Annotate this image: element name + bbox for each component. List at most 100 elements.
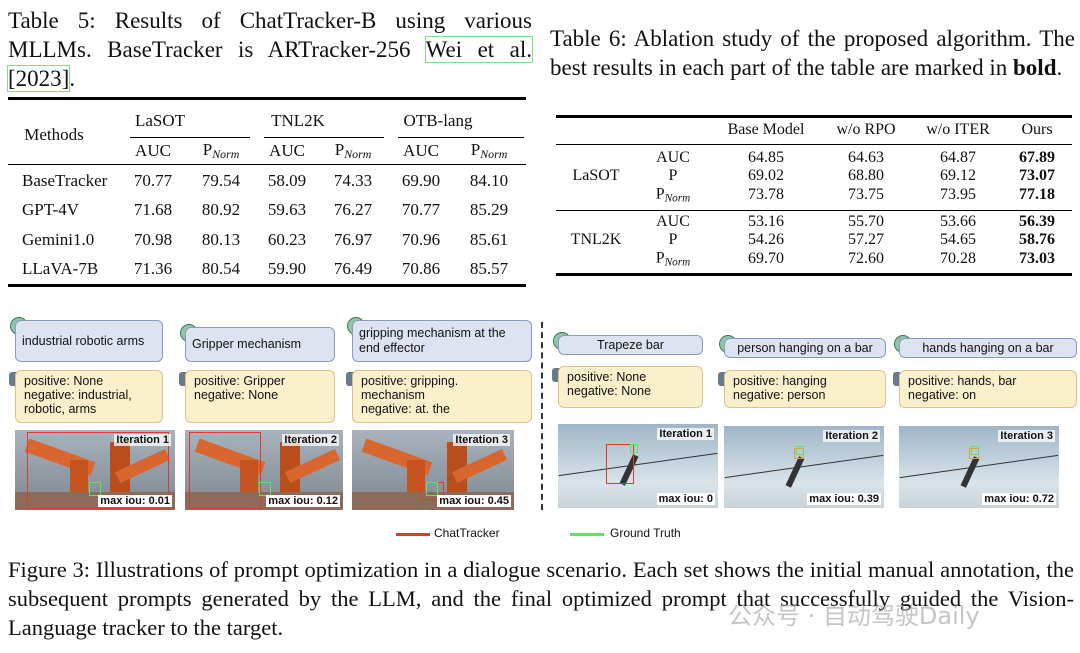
metric-sub: Norm — [344, 146, 372, 161]
ground-truth-box — [426, 482, 438, 496]
iou-label: max iou: 0.12 — [266, 495, 340, 507]
table-cell: 60.23 — [267, 230, 307, 249]
positive-text: positive: gripping. mechanism — [361, 374, 459, 402]
row-label: GPT-4V — [22, 200, 79, 219]
table-rule — [556, 210, 1072, 211]
predicted-box — [27, 432, 169, 509]
metric-main: AUC — [656, 149, 690, 166]
person — [785, 456, 805, 488]
table-cell: 71.36 — [133, 259, 173, 278]
metric-main: AUC — [135, 141, 171, 160]
table-cell: 79.54 — [201, 171, 241, 190]
table-rule — [556, 144, 1072, 145]
feedback-box: positive: None negative: industrial, robo… — [15, 370, 163, 423]
group-label: TNL2K — [570, 231, 622, 248]
group-label: LaSOT — [572, 167, 620, 184]
predicted-box — [606, 444, 634, 484]
table-rule — [556, 273, 1072, 276]
row-label: Gemini1.0 — [22, 230, 95, 249]
table-cell: 64.87 — [940, 149, 976, 166]
caption-end: . — [69, 66, 76, 91]
table-cell: 73.75 — [848, 186, 884, 203]
negative-text: negative: at. the — [361, 402, 450, 416]
figure-caption: Figure 3: Illustrations of prompt optimi… — [8, 557, 1074, 640]
table-cell: 70.28 — [940, 250, 976, 267]
legend-swatch — [570, 533, 604, 536]
caption-text: Table 6: Ablation study of the proposed … — [550, 26, 1075, 80]
table-cell: 59.63 — [267, 200, 307, 219]
table-cell: 57.27 — [848, 231, 884, 248]
group-header: LaSOT — [134, 111, 186, 130]
positive-text: positive: None — [567, 370, 647, 384]
group-header: OTB-lang — [403, 111, 473, 130]
metric-sub: Norm — [664, 256, 691, 269]
table-cell: 85.61 — [469, 230, 509, 249]
ground-truth-box — [630, 444, 638, 453]
feedback-box: positive: hands, bar negative: on — [899, 370, 1077, 408]
metric-main: P — [668, 167, 678, 184]
caption-bold: bold — [1013, 55, 1057, 80]
feedback-box: positive: gripping. mechanism negative: a… — [352, 370, 532, 423]
row-metric: P — [669, 167, 678, 185]
table-cell: 74.33 — [333, 171, 373, 190]
table-cell: 73.95 — [940, 186, 976, 203]
watermark: 公众号 · 自动驾驶Daily — [728, 602, 980, 630]
table-cell: 71.68 — [133, 200, 173, 219]
metric-header: PNorm — [203, 140, 240, 162]
iteration-label: Iteration 1 — [657, 428, 714, 440]
table-cell: 80.13 — [201, 230, 241, 249]
citation-year: [2023] — [6, 65, 71, 92]
metric-main: P — [668, 231, 678, 248]
table-cell: 64.63 — [848, 149, 884, 166]
table-cell: 80.92 — [201, 200, 241, 219]
table-cell: 69.02 — [748, 167, 784, 184]
iou-label: max iou: 0.39 — [807, 493, 881, 505]
column-header: w/o ITER — [926, 121, 990, 138]
table-rule — [8, 164, 526, 165]
table-cell: 69.90 — [401, 171, 441, 190]
prompt-bubble: industrial robotic arms — [15, 320, 163, 362]
metric-header: PNorm — [335, 140, 372, 162]
table-cell: 54.65 — [940, 231, 976, 248]
prompt-bubble: Trapeze bar — [558, 335, 703, 355]
table-cell: 58.09 — [267, 171, 307, 190]
iou-label: max iou: 0.01 — [98, 495, 172, 507]
iteration-label: Iteration 2 — [823, 430, 880, 442]
positive-text: positive: hanging — [733, 374, 827, 388]
table5-caption: Table 5: Results of ChatTracker-B using … — [6, 6, 534, 93]
tracking-image: Iteration 2 max iou: 0.12 — [185, 430, 343, 510]
positive-text: positive: Gripper — [194, 374, 286, 388]
metric-main: P — [202, 140, 213, 160]
table-cell: 72.60 — [848, 250, 884, 267]
ground-truth-box — [259, 482, 271, 496]
iteration-label: Iteration 2 — [282, 434, 339, 446]
table-cell: 80.54 — [201, 259, 241, 278]
table-cell: 58.76 — [1019, 231, 1055, 248]
metric-sub: Norm — [480, 146, 508, 161]
row-label: BaseTracker — [22, 171, 108, 190]
ground-truth-box — [971, 446, 979, 455]
table-cell: 54.26 — [748, 231, 784, 248]
caption-text: Table 5: Results of ChatTracker-B using … — [8, 8, 532, 62]
tracking-image: Iteration 1 max iou: 0.01 — [15, 430, 175, 510]
metric-main: P — [334, 140, 345, 160]
citation-author: Wei et al. — [424, 36, 534, 63]
table-rule — [8, 284, 526, 287]
table-cell: 68.80 — [848, 167, 884, 184]
iteration-label: Iteration 1 — [114, 434, 171, 446]
predicted-box — [189, 432, 261, 509]
legend-label: Ground Truth — [610, 526, 681, 540]
group-header: TNL2K — [271, 111, 325, 130]
table-cell: 73.78 — [748, 186, 784, 203]
table-cell: 70.77 — [133, 171, 173, 190]
legend-label: ChatTracker — [434, 526, 500, 540]
table-rule — [130, 137, 250, 138]
metric-main: P — [655, 249, 665, 267]
positive-text: positive: None — [24, 374, 104, 388]
iteration-label: Iteration 3 — [998, 430, 1055, 442]
table-rule — [8, 97, 526, 100]
ground-truth-box — [796, 446, 804, 455]
table-cell: 67.89 — [1019, 149, 1055, 166]
ground-truth-box — [89, 482, 101, 496]
